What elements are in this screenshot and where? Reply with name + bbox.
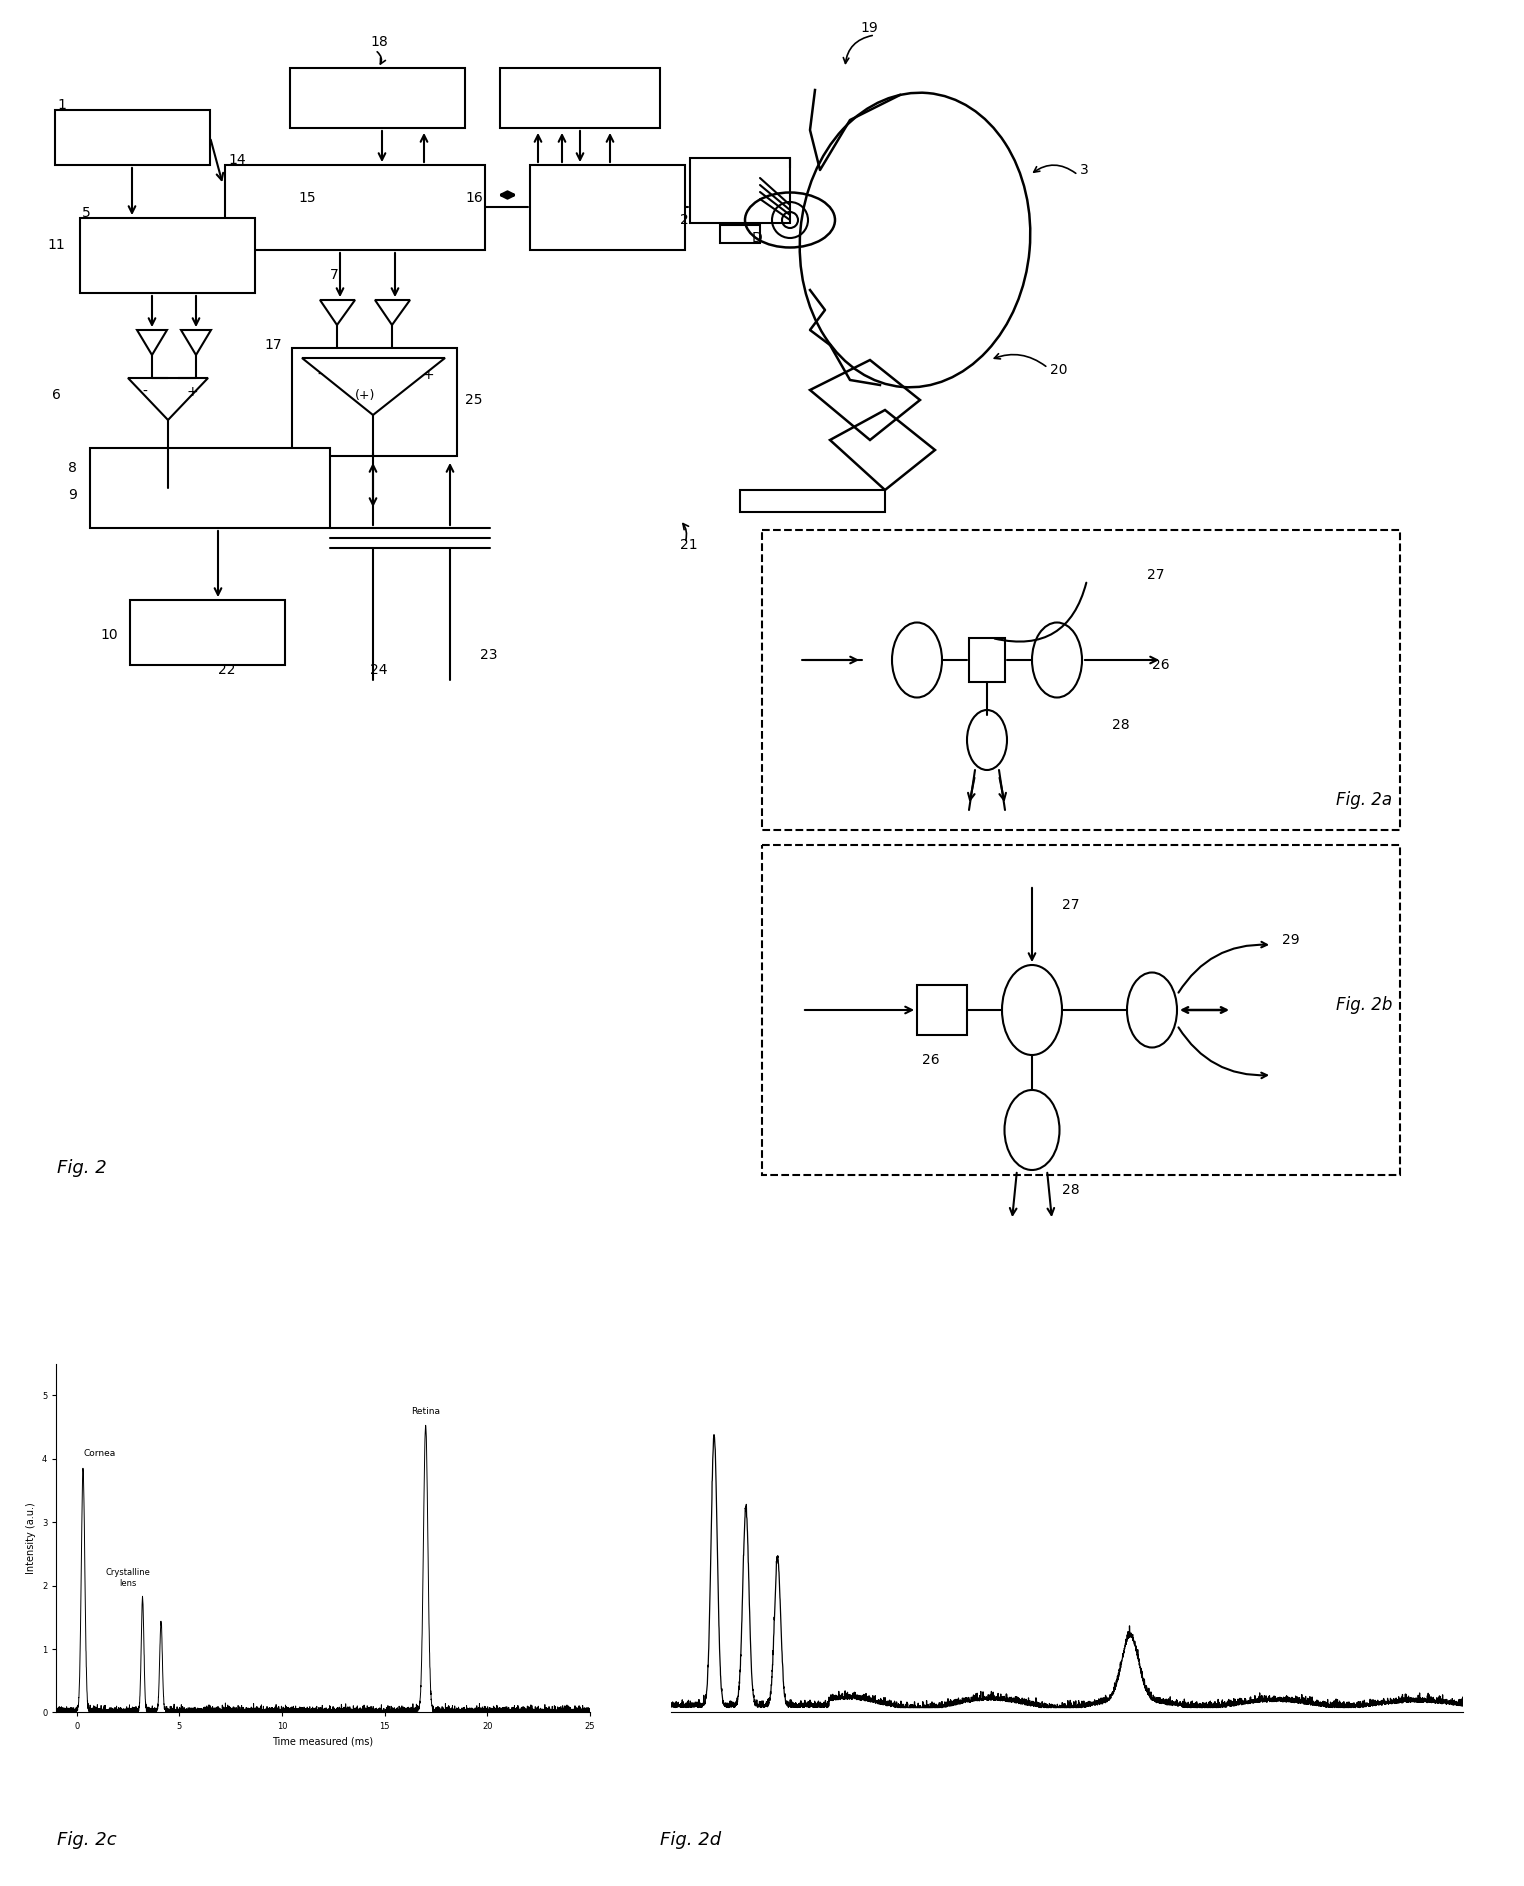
Text: 9: 9	[69, 488, 78, 502]
Text: Fig. 2a: Fig. 2a	[1337, 790, 1391, 809]
Text: Fig. 2b: Fig. 2b	[1335, 996, 1391, 1015]
Text: 20: 20	[1050, 362, 1067, 377]
Text: 21: 21	[680, 538, 698, 553]
Y-axis label: Intensity (a.u.): Intensity (a.u.)	[26, 1501, 37, 1575]
Text: 22: 22	[218, 664, 236, 677]
Bar	[530, 164, 684, 251]
Bar	[290, 68, 465, 128]
Bar	[500, 68, 660, 128]
Text: 24: 24	[370, 664, 387, 677]
Text: 19: 19	[860, 21, 878, 36]
Text: (+): (+)	[355, 389, 375, 402]
X-axis label: Time measured (ms): Time measured (ms)	[273, 1737, 373, 1746]
Bar	[690, 158, 789, 223]
Text: 5: 5	[82, 206, 91, 221]
Text: 16: 16	[465, 190, 483, 206]
Bar	[741, 490, 885, 511]
Text: 26: 26	[922, 1052, 940, 1067]
Text: 23: 23	[480, 649, 497, 662]
Bar	[55, 109, 210, 164]
Text: 25: 25	[465, 392, 483, 407]
Bar	[719, 224, 760, 243]
Text: -: -	[143, 385, 148, 400]
Text: 18: 18	[370, 36, 387, 49]
Bar	[969, 637, 1004, 683]
Text: -: -	[317, 368, 323, 383]
Text: 7: 7	[331, 268, 338, 283]
Text: 15: 15	[299, 190, 315, 206]
Text: 8: 8	[69, 460, 78, 475]
Text: D: D	[751, 230, 762, 245]
Bar	[90, 449, 331, 528]
Text: 3: 3	[1081, 162, 1088, 177]
Text: 2: 2	[680, 213, 689, 226]
Text: 27: 27	[1062, 898, 1079, 913]
Bar	[130, 600, 285, 666]
Bar	[226, 164, 485, 251]
Bar	[293, 349, 457, 456]
Text: Crystalline
lens: Crystalline lens	[105, 1569, 151, 1588]
Text: 28: 28	[1113, 719, 1129, 732]
Bar	[917, 984, 968, 1035]
Text: 26: 26	[1152, 658, 1169, 671]
Text: +: +	[422, 368, 434, 383]
Text: 6: 6	[52, 389, 61, 402]
Text: Fig. 2: Fig. 2	[56, 1160, 107, 1177]
Bar	[762, 845, 1401, 1175]
Text: Cornea: Cornea	[82, 1448, 116, 1458]
Text: 29: 29	[1282, 934, 1300, 947]
Text: 17: 17	[264, 338, 282, 353]
Text: 27: 27	[1148, 568, 1164, 583]
Text: 14: 14	[229, 153, 245, 168]
Text: 11: 11	[47, 238, 64, 253]
Text: 28: 28	[1062, 1183, 1079, 1198]
Bar	[762, 530, 1401, 830]
Text: 1: 1	[56, 98, 66, 111]
Text: Fig. 2c: Fig. 2c	[56, 1831, 117, 1848]
Text: +: +	[186, 385, 198, 400]
Text: Retina: Retina	[411, 1407, 440, 1416]
Bar	[79, 219, 255, 292]
Text: 10: 10	[101, 628, 117, 641]
Text: Fig. 2d: Fig. 2d	[660, 1831, 721, 1848]
